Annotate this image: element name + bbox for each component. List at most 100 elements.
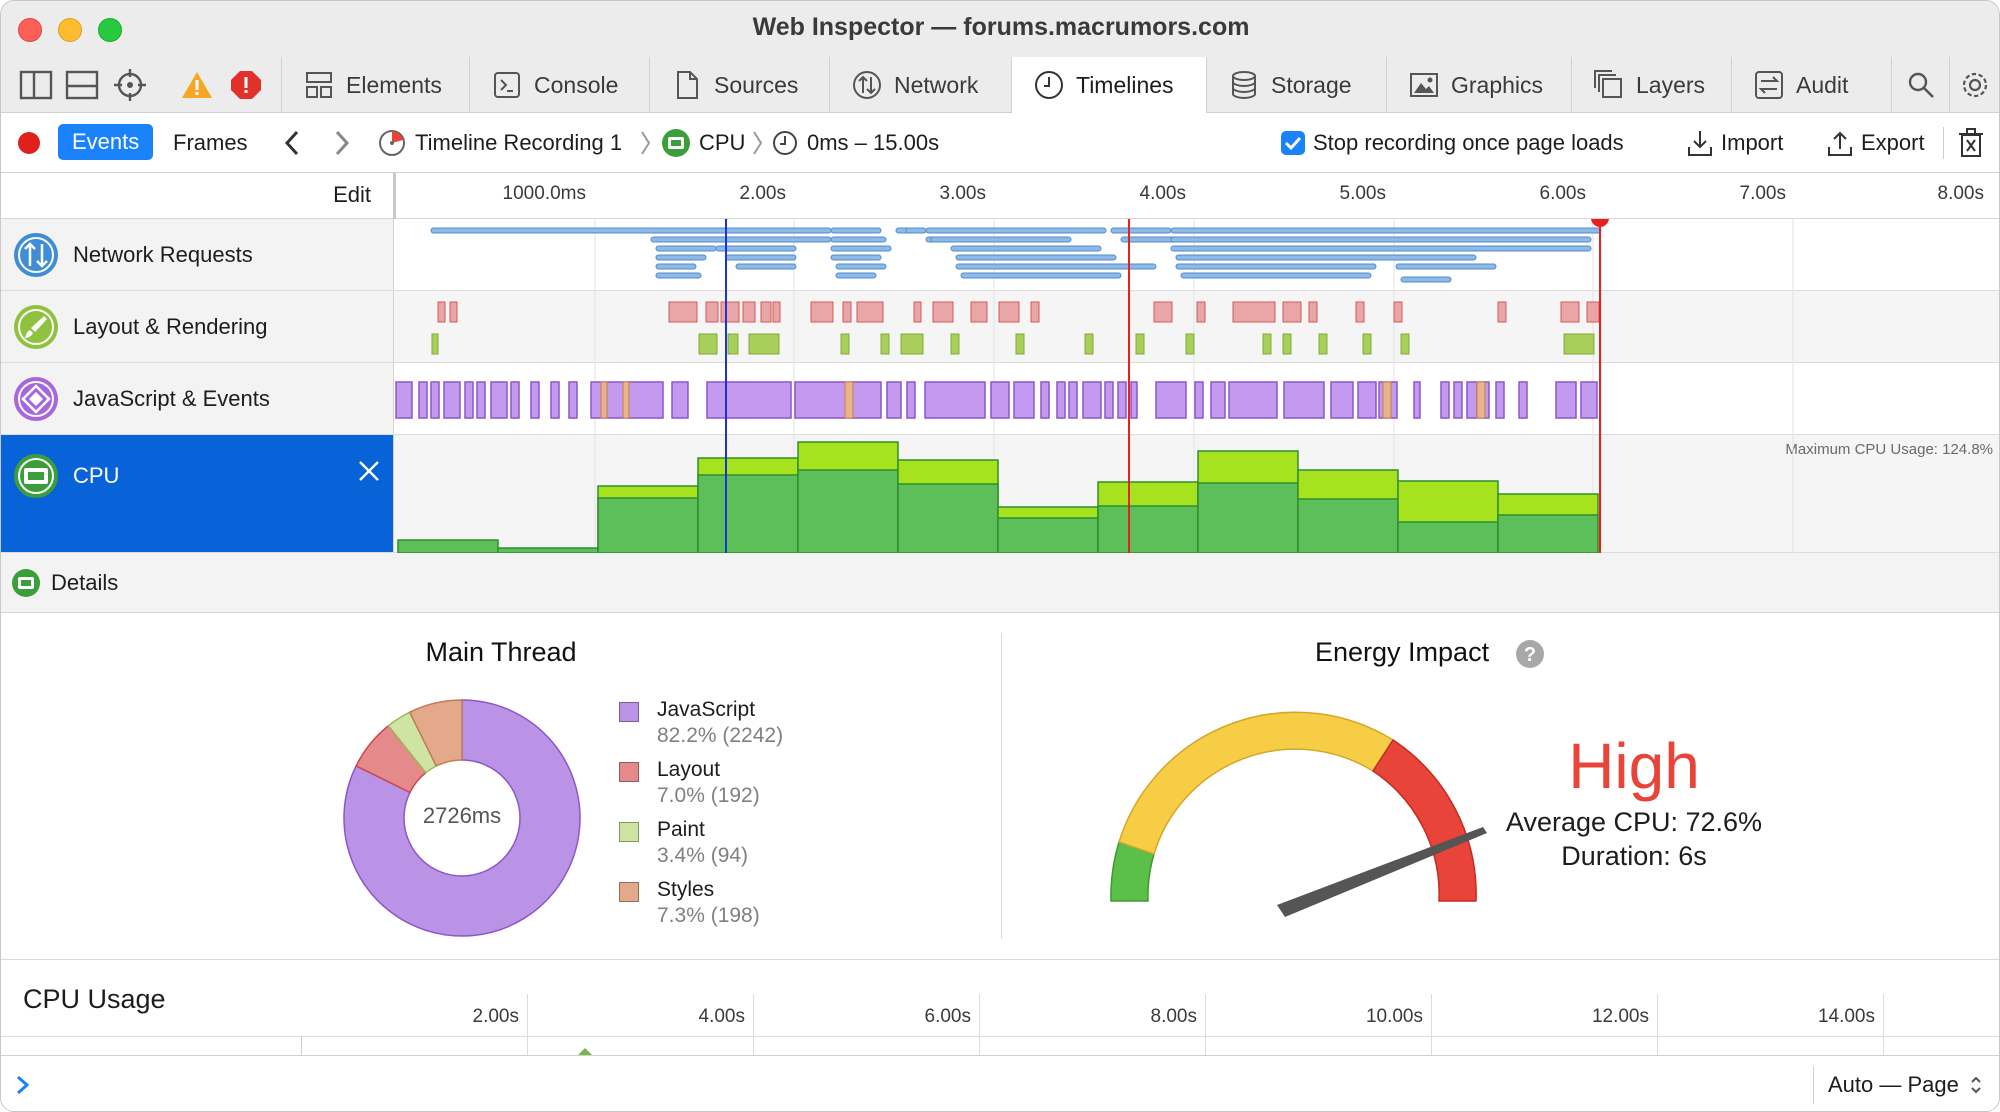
ruler-tick: 2.00s [739, 183, 786, 204]
javascript-events-label[interactable]: JavaScript & Events [1, 363, 394, 434]
graphics-icon [1410, 73, 1438, 97]
frames-mode-button[interactable]: Frames [173, 113, 248, 173]
cpu-details-icon [12, 568, 40, 597]
dock-side-icon[interactable] [19, 69, 53, 101]
edit-area: Edit [1, 173, 396, 219]
pie-center-total: 2726ms [422, 803, 502, 828]
clear-timeline-button[interactable] [1943, 127, 1984, 159]
cpu-small-icon [662, 129, 690, 157]
timeline-ruler[interactable]: Edit 1000.0ms 2.00s 3.00s 4.00s 5.00s 6.… [1, 173, 1999, 219]
legend-value: 3.4% (94) [657, 844, 749, 867]
import-icon [1688, 131, 1712, 156]
updown-chevron-icon [1971, 1076, 1981, 1094]
import-button[interactable]: Import [1687, 113, 1783, 173]
breadcrumb-recording[interactable]: Timeline Recording 1 [377, 113, 622, 173]
layout-rendering-label[interactable]: Layout & Rendering [1, 291, 394, 362]
tab-storage[interactable]: Storage [1206, 57, 1386, 113]
tab-network[interactable]: Network [829, 57, 1011, 113]
console-icon [494, 72, 520, 98]
pie-slice-javascript[interactable] [343, 699, 581, 937]
max-cpu-usage-label: Maximum CPU Usage: 124.8% [1785, 441, 1993, 458]
javascript-events-row[interactable]: JavaScript & Events [1, 363, 1999, 435]
energy-gauge [1110, 711, 1487, 917]
minimize-window-button[interactable] [58, 18, 82, 42]
tab-audit[interactable]: Audit [1731, 57, 1891, 113]
legend-name: JavaScript [657, 698, 756, 721]
breadcrumb-separator [639, 113, 651, 173]
search-button[interactable] [1891, 57, 1949, 113]
network-requests-row[interactable]: Network Requests [1, 219, 1999, 291]
cpu-usage-tick: 2.00s [472, 1006, 519, 1027]
cpu-row[interactable]: CPU Maximum CPU Usage: 124.8% [1, 435, 1999, 553]
breadcrumb-range[interactable]: 0ms – 15.00s [771, 113, 939, 173]
elements-icon [306, 72, 332, 98]
help-icon[interactable]: ? [1515, 639, 1545, 669]
events-mode-button[interactable]: Events [58, 124, 154, 160]
console-prompt-icon [17, 1075, 30, 1095]
tab-label: Console [534, 71, 619, 98]
stop-recording-label: Stop recording once page loads [1313, 130, 1624, 155]
chevron-left-icon [284, 130, 299, 156]
legend-value: 7.3% (198) [657, 904, 760, 927]
stop-recording-option[interactable]: Stop recording once page loads [1281, 113, 1624, 173]
audit-icon [1755, 71, 1783, 99]
execution-context-selector[interactable]: Auto — Page [1813, 1066, 1983, 1104]
pie-slice-styles[interactable] [408, 699, 463, 768]
network-requests-label[interactable]: Network Requests [1, 219, 394, 290]
cpu-usage-peak-marker [577, 1048, 593, 1056]
checkbox-checked-icon[interactable] [1281, 131, 1305, 155]
panel-divider [1001, 633, 1002, 939]
tab-timelines[interactable]: Timelines [1011, 57, 1206, 114]
execution-context-label: Auto — Page [1828, 1072, 1959, 1097]
style-bars [600, 381, 1486, 419]
energy-level: High [1568, 730, 1700, 802]
cpu-usage-tick: 6.00s [924, 1006, 971, 1027]
main-thread-title: Main Thread [425, 637, 577, 667]
ruler-tick: 5.00s [1339, 183, 1386, 204]
tab-console[interactable]: Console [469, 57, 649, 113]
record-button[interactable] [18, 113, 40, 173]
main-thread-pie-chart [343, 699, 581, 937]
breadcrumb-timeline[interactable]: CPU [661, 113, 745, 173]
console-prompt-bar[interactable]: Auto — Page [1, 1055, 1999, 1111]
tab-label: Layers [1636, 71, 1706, 98]
tab-layers[interactable]: Layers [1571, 57, 1731, 113]
svg-text:?: ? [1524, 644, 1536, 666]
tab-elements[interactable]: Elements [281, 57, 491, 113]
ruler-tick: 4.00s [1139, 183, 1186, 204]
edit-button[interactable]: Edit [333, 182, 371, 207]
tab-sources[interactable]: Sources [649, 57, 829, 113]
ruler-tick: 8.00s [1937, 183, 1984, 204]
cpu-row-label[interactable]: CPU [1, 435, 394, 552]
row-label: Layout & Rendering [73, 313, 268, 339]
tab-label: Storage [1271, 71, 1352, 98]
breadcrumb-separator [751, 113, 763, 173]
settings-button[interactable] [1949, 57, 1999, 113]
record-icon [18, 132, 40, 154]
warning-icon[interactable] [180, 69, 214, 101]
legend-value: 7.0% (192) [657, 784, 760, 807]
cpu-usage-title: CPU Usage [23, 984, 166, 1014]
error-icon[interactable] [229, 69, 263, 101]
gear-icon [1962, 72, 1988, 98]
tab-label: Audit [1796, 71, 1849, 98]
tab-label: Graphics [1451, 71, 1544, 98]
title-bar: Web Inspector — forums.macrumors.com [1, 1, 1999, 57]
forward-button[interactable] [333, 113, 351, 173]
ruler-tick: 3.00s [939, 183, 986, 204]
dock-bottom-icon[interactable] [65, 69, 99, 101]
export-button[interactable]: Export [1827, 113, 1925, 173]
cpu-usage-tick: 12.00s [1591, 1006, 1649, 1027]
tab-label: Sources [714, 71, 799, 98]
cpu-usage-tick: 10.00s [1365, 1006, 1423, 1027]
storage-icon [1232, 71, 1256, 100]
tab-graphics[interactable]: Graphics [1386, 57, 1571, 113]
back-button[interactable] [283, 113, 301, 173]
details-bar[interactable]: Details [1, 553, 1999, 613]
inspect-element-icon[interactable] [113, 69, 147, 101]
zoom-window-button[interactable] [98, 18, 122, 42]
close-window-button[interactable] [18, 18, 42, 42]
close-icon[interactable] [357, 459, 381, 483]
row-label: JavaScript & Events [73, 385, 270, 411]
details-label: Details [51, 569, 119, 595]
